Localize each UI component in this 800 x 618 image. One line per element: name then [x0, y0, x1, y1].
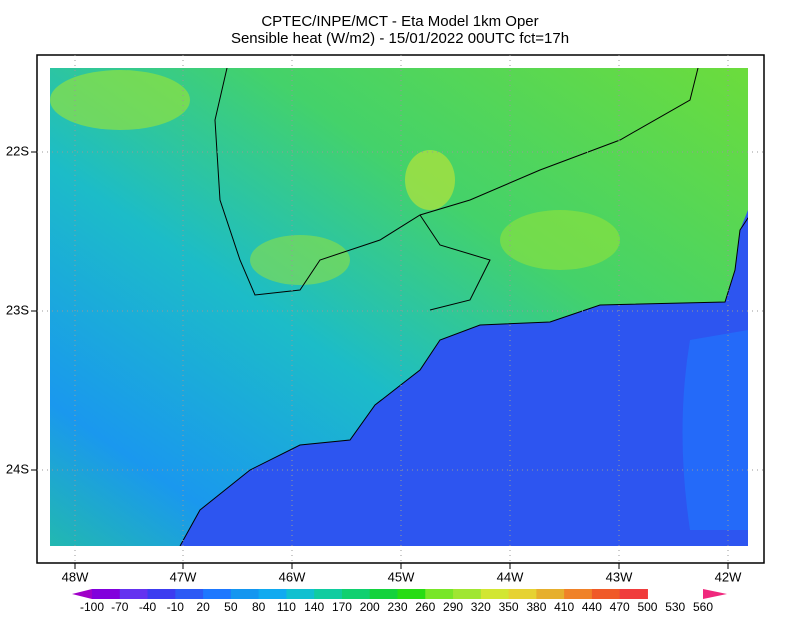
lon-label: 48W	[62, 569, 89, 584]
colorbar-box	[258, 589, 287, 599]
colorbar-box	[453, 589, 482, 599]
colorbar-arrow	[72, 589, 92, 599]
colorbar-label: -10	[167, 600, 185, 614]
lon-label: 45W	[388, 569, 415, 584]
state-border	[419, 214, 491, 311]
coastline	[179, 217, 748, 546]
colorbar-box	[591, 589, 621, 599]
lon-label: 47W	[170, 569, 197, 584]
colorbar-box	[536, 589, 565, 599]
colorbar-box	[230, 589, 260, 599]
colorbar-label: 410	[554, 600, 574, 614]
ocean-patch	[682, 330, 748, 530]
lon-label: 46W	[279, 569, 306, 584]
colorbar-label: 500	[637, 600, 657, 614]
colorbar-label: 200	[360, 600, 380, 614]
patch	[405, 150, 455, 210]
colorbar-box	[286, 589, 315, 599]
ocean	[180, 210, 748, 546]
lat-label: 24S	[6, 461, 29, 476]
colorbar-label: 320	[471, 600, 491, 614]
colorbar-box	[341, 589, 371, 599]
colorbar-label: 470	[610, 600, 630, 614]
subtitle: Sensible heat (W/m2) - 15/01/2022 00UTC …	[231, 30, 569, 47]
colorbar-label: 230	[387, 600, 407, 614]
colorbar-box	[425, 589, 454, 599]
colorbar-label: 350	[499, 600, 519, 614]
patch	[250, 235, 350, 285]
colorbar-label: 170	[332, 600, 352, 614]
colorbar-box	[508, 589, 537, 599]
title: CPTEC/INPE/MCT - Eta Model 1km Oper	[261, 13, 538, 30]
colorbar-label: -70	[111, 600, 129, 614]
colorbar-box	[369, 589, 398, 599]
lat-label: 22S	[6, 143, 29, 158]
colorbar-box	[203, 589, 232, 599]
state-border	[214, 68, 699, 296]
colorbar-box	[619, 589, 648, 599]
colorbar-box	[147, 589, 176, 599]
colorbar-box	[564, 589, 593, 599]
colorbar-arrow	[703, 589, 727, 599]
lon-label: 42W	[715, 569, 742, 584]
colorbar-label: 560	[693, 600, 713, 614]
colorbar-box	[92, 589, 121, 599]
colorbar-label: 440	[582, 600, 602, 614]
patch	[50, 70, 190, 130]
colorbar-box	[397, 589, 426, 599]
colorbar-label: 530	[665, 600, 685, 614]
colorbar-label: 290	[443, 600, 463, 614]
colorbar-label: 260	[415, 600, 435, 614]
colorbar-box	[119, 589, 149, 599]
lat-label: 23S	[6, 302, 29, 317]
colorbar-label: -40	[139, 600, 157, 614]
colorbar-label: 110	[277, 600, 296, 614]
colorbar-box	[175, 589, 204, 599]
field	[50, 68, 748, 546]
colorbar-label: -100	[80, 600, 104, 614]
colorbar-label: 140	[304, 600, 324, 614]
colorbar-label: 50	[224, 600, 238, 614]
colorbar-box	[314, 589, 343, 599]
colorbar-label: 380	[526, 600, 546, 614]
colorbar-box	[480, 589, 510, 599]
patch	[500, 210, 620, 270]
colorbar-label: 80	[252, 600, 266, 614]
colorbar-label: 20	[196, 600, 210, 614]
lon-label: 44W	[497, 569, 524, 584]
lon-label: 43W	[606, 569, 633, 584]
